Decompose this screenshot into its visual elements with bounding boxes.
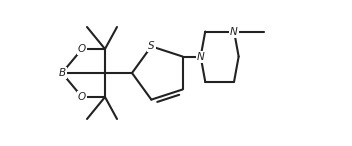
Text: B: B <box>58 68 65 78</box>
Text: O: O <box>78 44 86 54</box>
Text: O: O <box>78 92 86 102</box>
Text: N: N <box>197 52 205 62</box>
Text: N: N <box>230 27 238 36</box>
Text: S: S <box>148 41 155 51</box>
